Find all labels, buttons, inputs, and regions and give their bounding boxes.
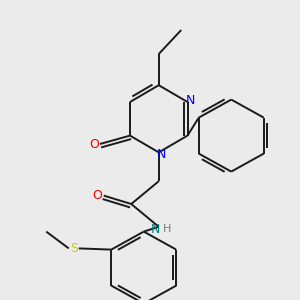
Text: O: O (89, 137, 99, 151)
Text: H: H (163, 224, 172, 234)
Text: N: N (185, 94, 195, 107)
Text: S: S (70, 242, 78, 255)
Text: O: O (93, 189, 102, 202)
Text: N: N (157, 148, 166, 161)
Text: N: N (150, 223, 160, 236)
